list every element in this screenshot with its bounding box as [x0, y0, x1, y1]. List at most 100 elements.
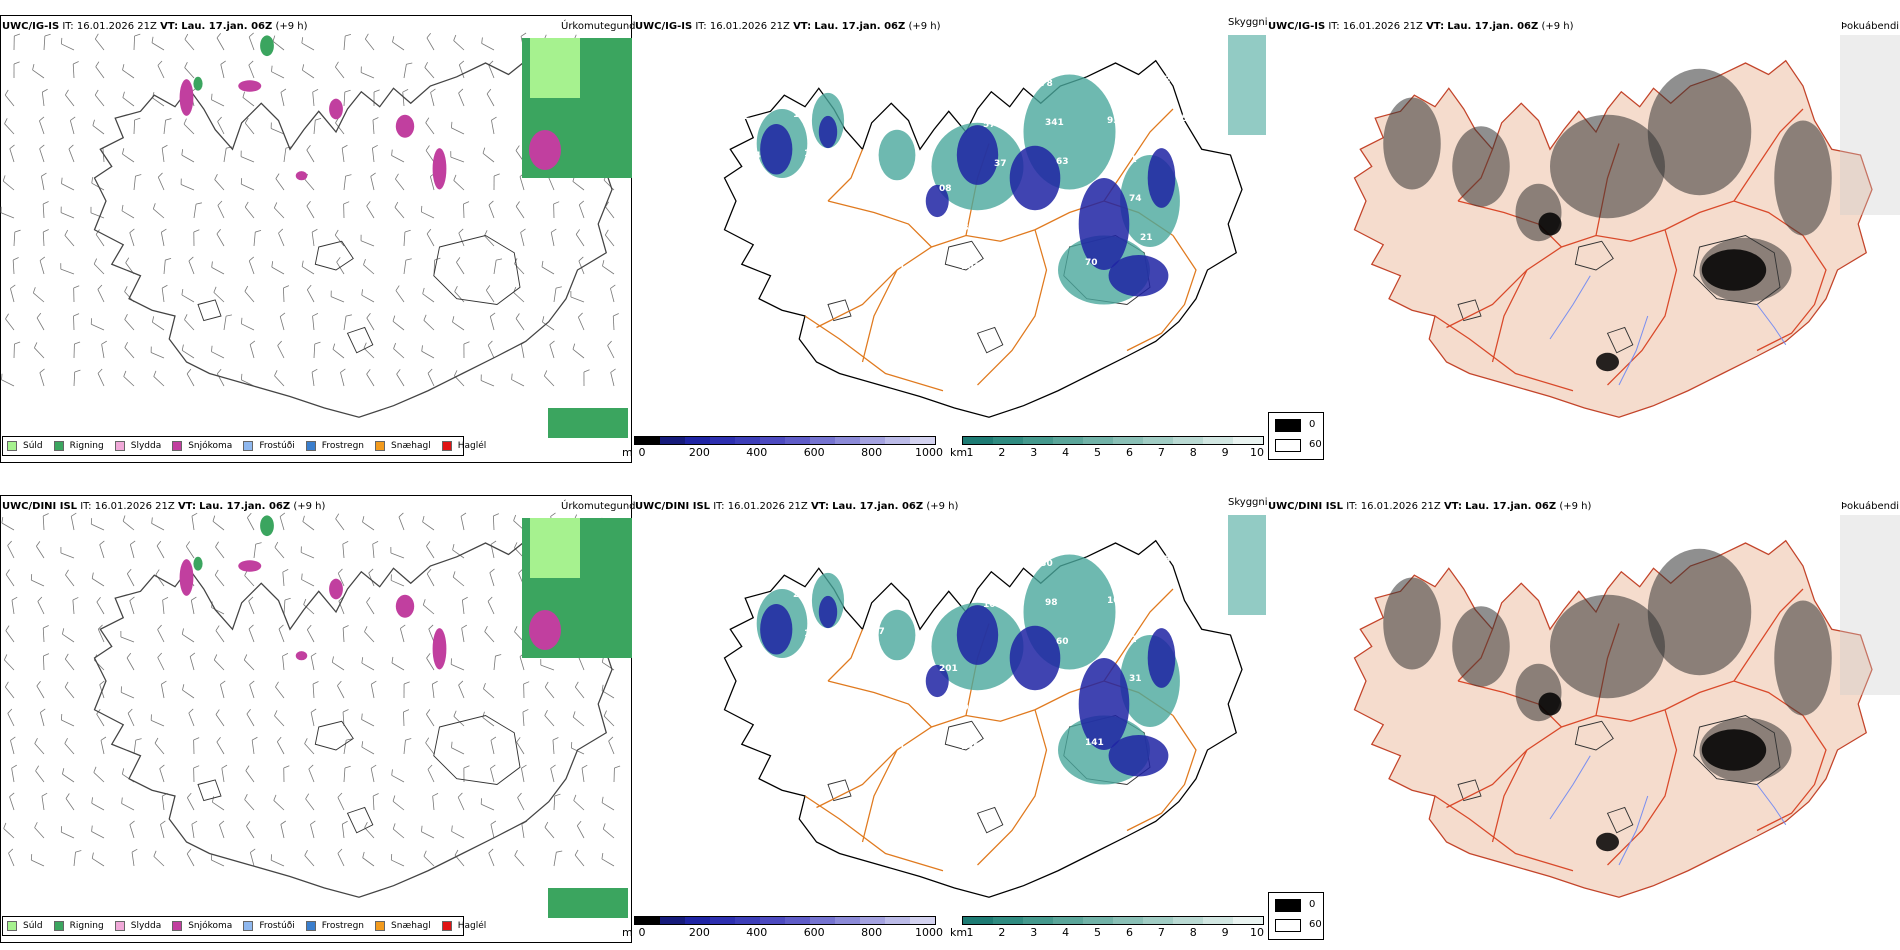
wind-barb-flag: [73, 313, 80, 317]
colorbar-box: [1203, 917, 1233, 924]
snow-depth-label: 112: [775, 268, 794, 278]
wind-barb-flag: [36, 680, 41, 687]
snow-depth-label: 77: [764, 709, 777, 719]
wind-barb-flag: [73, 61, 79, 65]
wind-barb: [13, 232, 16, 247]
snow-depth-label: 85: [1158, 555, 1171, 565]
wind-barb-flag: [124, 341, 128, 348]
wind-barb-flag: [161, 144, 168, 149]
wind-barb: [91, 182, 105, 191]
wind-barb-flag: [604, 229, 609, 236]
wind-barb-flag: [511, 373, 513, 380]
legend-item-3: Snjókoma: [172, 441, 232, 451]
wind-barb: [361, 746, 375, 755]
wind-barb-flag: [302, 515, 305, 522]
wind-barb: [302, 521, 315, 531]
wind-barb-flag: [366, 597, 371, 603]
wind-barb: [392, 800, 405, 811]
wind-barb-flag: [14, 341, 21, 345]
road: [861, 269, 898, 363]
colorbar-boxes: [634, 916, 936, 925]
wind-barb: [515, 318, 525, 331]
wind-barb-flag: [310, 652, 317, 657]
wind-barb: [398, 516, 405, 531]
river: [1549, 275, 1591, 340]
wind-barb-flag: [304, 738, 308, 744]
wind-barb: [62, 633, 75, 643]
wind-barb: [7, 713, 15, 727]
wind-barb-flag: [127, 708, 133, 714]
wind-barb-flag: [493, 173, 500, 177]
wind-barb: [426, 573, 435, 587]
wind-barb-flag: [153, 370, 157, 377]
wind-barb-flag: [216, 32, 222, 39]
wind-barb-flag: [372, 144, 378, 149]
snow-depth-label: 118: [899, 744, 918, 754]
wind-barb: [274, 375, 285, 387]
wind-barb: [484, 235, 495, 247]
wind-barb: [35, 770, 45, 783]
glacier-outline: [433, 715, 521, 785]
wind-barb: [313, 120, 316, 135]
wind-barb: [126, 657, 135, 671]
wind-barb: [391, 662, 405, 671]
field-patch: [925, 184, 949, 218]
wind-barb: [184, 319, 195, 331]
wind-barb-flag: [312, 89, 319, 93]
field-patch: [1774, 120, 1832, 236]
snow-depth-label: 112: [899, 264, 918, 274]
snow-depth-label: 60: [1056, 637, 1069, 647]
field-patch: [193, 556, 203, 571]
wind-barb-flag: [42, 201, 49, 205]
colorbar-box: [1113, 437, 1143, 444]
colorbar-box: [1203, 437, 1233, 444]
wind-barb: [330, 296, 345, 303]
wind-barb-flag: [308, 764, 314, 770]
wind-barb: [337, 685, 345, 699]
wind-barb-flag: [421, 345, 423, 352]
panel-title-fog-row2: Þokuábendi: [1841, 501, 1900, 512]
wind-barb-flag: [426, 32, 431, 39]
wind-barb-flag: [277, 340, 282, 346]
wind-barb: [308, 768, 315, 783]
wind-barb: [452, 549, 465, 559]
legend-swatch: [172, 921, 183, 931]
wind-barb: [11, 600, 15, 615]
wind-barb: [151, 523, 165, 531]
colorbar-box: [993, 437, 1023, 444]
wind-barb-flag: [135, 738, 142, 741]
wind-barb: [253, 544, 257, 559]
wind-barb: [60, 212, 75, 219]
wind-barb: [522, 712, 525, 727]
wind-barb-flag: [541, 260, 544, 267]
wind-barb: [4, 659, 15, 671]
wind-barb-flag: [186, 368, 192, 375]
iceland-snow-2: [723, 539, 1243, 898]
wind-barb-flag: [11, 596, 18, 601]
field-patch: [1078, 658, 1130, 750]
wind-barb-flag: [337, 792, 343, 798]
wind-barb-flag: [284, 597, 291, 601]
snow-depth-label: 98: [1045, 598, 1058, 608]
wind-barb: [481, 43, 495, 51]
field-patch: [295, 171, 308, 181]
wind-barb-flag: [453, 34, 457, 41]
wind-barb: [361, 662, 375, 671]
wind-barb: [160, 824, 165, 839]
wind-barb: [485, 290, 495, 303]
snow-depth-labels: 69 17 10 08 70 70 12 112 149 126 143 83 110 125 124 78 1…: [720, 73, 1226, 280]
wind-barb-flag: [426, 568, 432, 575]
wind-barb-flag: [160, 820, 166, 825]
wind-barb-flag: [271, 261, 274, 268]
wind-barb-flag: [515, 145, 520, 151]
field-patch: [1701, 729, 1767, 771]
wind-barb: [274, 207, 285, 219]
wind-barb: [34, 347, 45, 359]
wind-barb: [572, 349, 585, 359]
wind-barb: [601, 690, 615, 699]
wind-barb: [33, 292, 45, 303]
wind-barb: [157, 177, 165, 191]
wind-barb-flag: [364, 626, 368, 632]
wind-barb-flag: [427, 764, 433, 770]
colorbar-box: [963, 437, 993, 444]
